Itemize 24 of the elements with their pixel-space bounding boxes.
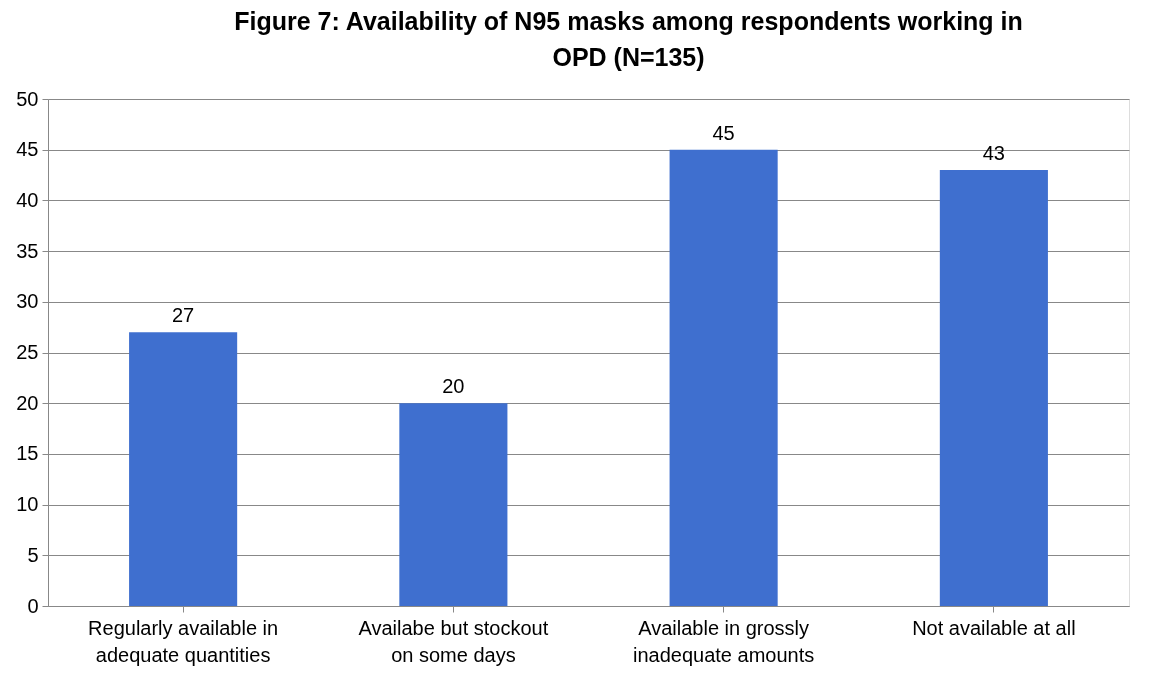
- y-tick-label: 40: [16, 188, 39, 211]
- bar: [399, 403, 508, 606]
- data-label: 45: [712, 121, 735, 144]
- bar: [129, 332, 238, 606]
- y-tick-label: 20: [16, 391, 39, 414]
- x-tick-label: Availabe but stockout on some days: [358, 616, 549, 666]
- y-tick-label: 10: [16, 493, 39, 516]
- bar: [939, 169, 1048, 606]
- x-tick-label: Available in grossly inadequate amounts: [633, 616, 815, 666]
- chart-title: Figure 7: Availability of N95 masks among respondents working in OPD (N=135): [234, 7, 1023, 71]
- x-tick-label: Not available at all: [912, 616, 1076, 639]
- bar: [669, 149, 778, 606]
- y-tick-label: 25: [16, 341, 39, 363]
- y-tick-label: 50: [16, 87, 39, 110]
- y-tick-label: 45: [16, 138, 39, 161]
- y-tick-label: 5: [27, 543, 39, 566]
- data-label: 20: [442, 375, 465, 398]
- x-tick-label: Regularly available in adequate quantities: [88, 616, 279, 666]
- data-label: 27: [172, 304, 195, 327]
- data-label: 43: [982, 141, 1005, 164]
- y-tick-label: 35: [16, 239, 39, 262]
- y-tick-label: 30: [16, 290, 39, 313]
- y-tick-label: 15: [16, 442, 39, 465]
- y-tick-label: 0: [27, 594, 39, 617]
